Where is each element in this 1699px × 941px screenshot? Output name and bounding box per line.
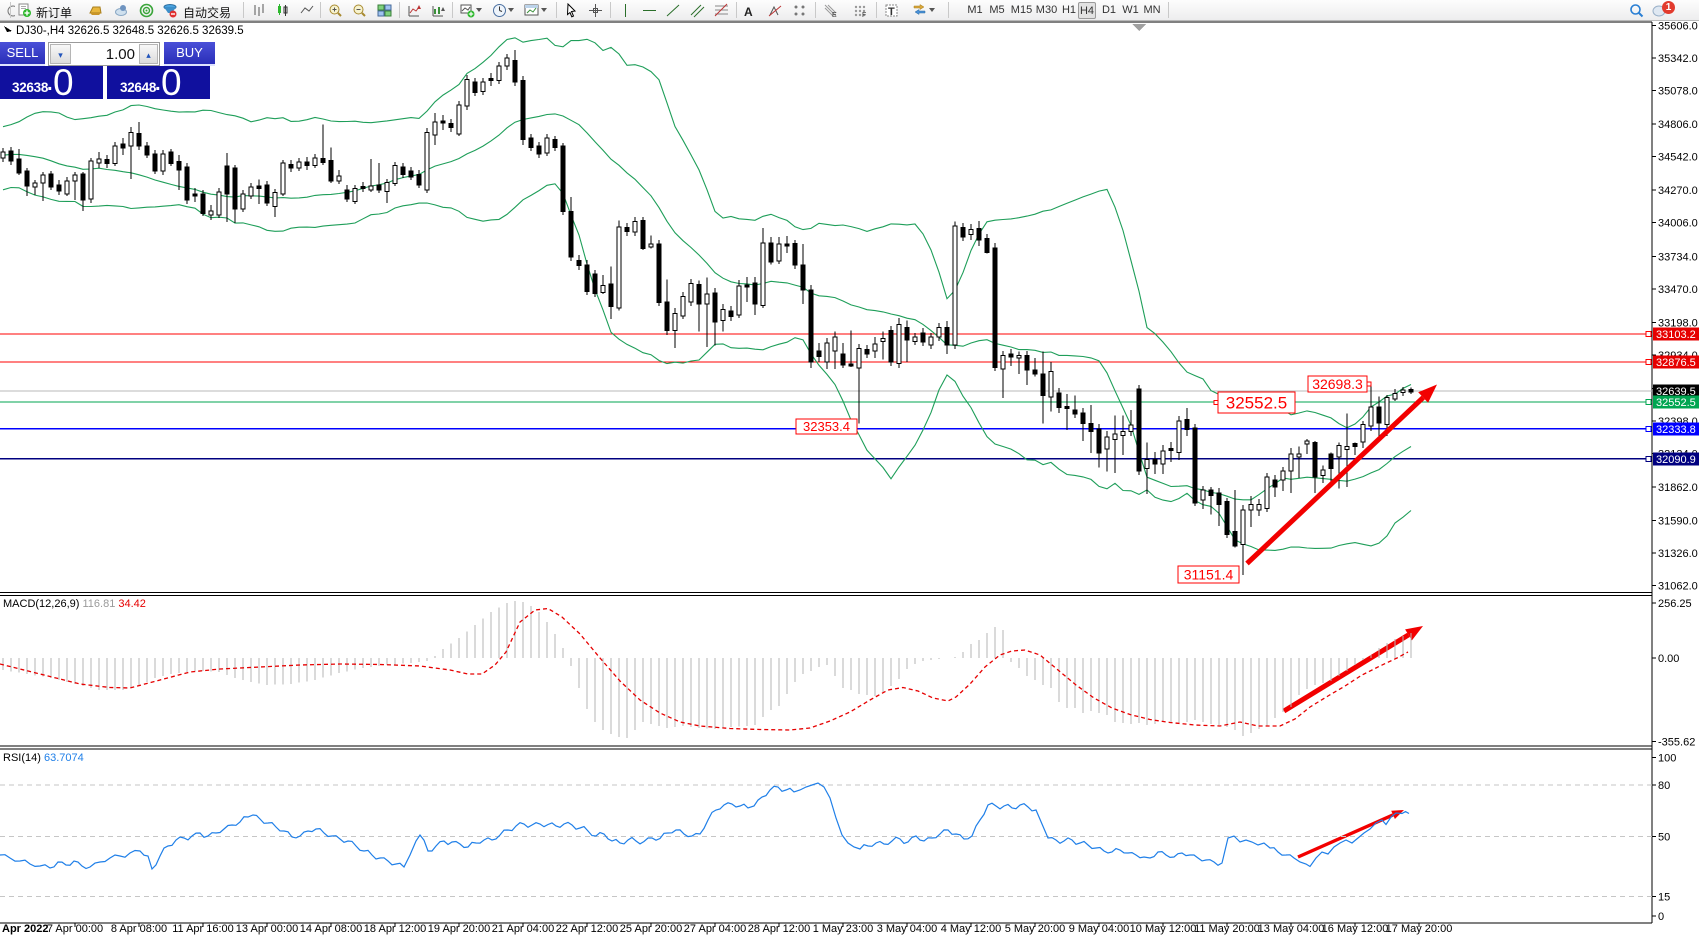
svg-text:DJ30-,H4 32626.5 32648.5 3262: DJ30-,H4 32626.5 32648.5 32626.5 32639.5	[16, 25, 244, 37]
svg-text:15: 15	[1658, 892, 1670, 904]
svg-text:32353.4: 32353.4	[803, 419, 850, 434]
svg-text:34006.0: 34006.0	[1658, 218, 1698, 230]
svg-text:-355.62: -355.62	[1658, 737, 1695, 749]
svg-text:14 Apr 08:00: 14 Apr 08:00	[300, 923, 362, 935]
svg-text:256.25: 256.25	[1658, 598, 1692, 610]
svg-text:35606.0: 35606.0	[1658, 21, 1698, 33]
svg-text:19 Apr 20:00: 19 Apr 20:00	[428, 923, 490, 935]
svg-text:25 Apr 20:00: 25 Apr 20:00	[620, 923, 682, 935]
svg-text:13 May 04:00: 13 May 04:00	[1258, 923, 1325, 935]
svg-text:32698.3: 32698.3	[1312, 376, 1363, 392]
svg-text:31062.0: 31062.0	[1658, 581, 1698, 593]
svg-text:MACD(12,26,9) 116.81 34.42: MACD(12,26,9) 116.81 34.42	[3, 598, 146, 610]
svg-text:34270.0: 34270.0	[1658, 185, 1698, 197]
svg-text:35078.0: 35078.0	[1658, 86, 1698, 98]
svg-text:27 Apr 04:00: 27 Apr 04:00	[684, 923, 746, 935]
svg-text:13 Apr 00:00: 13 Apr 00:00	[236, 923, 298, 935]
svg-text:3 May 04:00: 3 May 04:00	[877, 923, 938, 935]
svg-text:31862.0: 31862.0	[1658, 482, 1698, 494]
svg-text:4 May 12:00: 4 May 12:00	[941, 923, 1002, 935]
svg-text:F: F	[862, 12, 866, 18]
svg-text:T: T	[888, 6, 895, 18]
svg-text:11 May 20:00: 11 May 20:00	[1194, 923, 1260, 935]
svg-text:33734.0: 33734.0	[1658, 251, 1698, 263]
svg-text:32552.5: 32552.5	[1656, 397, 1696, 409]
svg-text:Apr 2022: Apr 2022	[2, 923, 48, 935]
svg-text:0.00: 0.00	[1658, 653, 1679, 665]
svg-text:31326.0: 31326.0	[1658, 548, 1698, 560]
svg-text:34542.0: 34542.0	[1658, 152, 1698, 164]
svg-text:1 May 23:00: 1 May 23:00	[813, 923, 874, 935]
svg-text:31151.4: 31151.4	[1184, 567, 1234, 583]
svg-text:32552.5: 32552.5	[1226, 394, 1287, 413]
svg-text:50: 50	[1658, 832, 1670, 844]
svg-text:33103.2: 33103.2	[1656, 329, 1696, 341]
svg-text:28 Apr 12:00: 28 Apr 12:00	[748, 923, 810, 935]
svg-text:32876.5: 32876.5	[1656, 357, 1696, 369]
svg-text:11 Apr 16:00: 11 Apr 16:00	[172, 923, 234, 935]
svg-text:100: 100	[1658, 753, 1676, 765]
svg-text:16 May 12:00: 16 May 12:00	[1322, 923, 1389, 935]
svg-text:9 May 04:00: 9 May 04:00	[1069, 923, 1130, 935]
svg-text:18 Apr 12:00: 18 Apr 12:00	[364, 923, 426, 935]
svg-text:10 May 12:00: 10 May 12:00	[1130, 923, 1197, 935]
svg-text:E: E	[832, 12, 837, 18]
svg-text:21 Apr 04:00: 21 Apr 04:00	[492, 923, 554, 935]
svg-text:32639.5: 32639.5	[1656, 386, 1696, 398]
svg-text:34806.0: 34806.0	[1658, 119, 1698, 131]
svg-text:80: 80	[1658, 780, 1670, 792]
svg-text:0: 0	[1658, 911, 1664, 923]
svg-text:33198.0: 33198.0	[1658, 317, 1698, 329]
svg-text:32333.8: 32333.8	[1656, 424, 1696, 436]
svg-text:32090.9: 32090.9	[1656, 454, 1696, 466]
svg-text:22 Apr 12:00: 22 Apr 12:00	[556, 923, 618, 935]
svg-text:7 Apr 00:00: 7 Apr 00:00	[47, 923, 103, 935]
svg-text:35342.0: 35342.0	[1658, 53, 1698, 65]
svg-text:5 May 20:00: 5 May 20:00	[1005, 923, 1066, 935]
svg-text:RSI(14) 63.7074: RSI(14) 63.7074	[3, 752, 84, 764]
svg-text:17 May 20:00: 17 May 20:00	[1386, 923, 1453, 935]
svg-text:33470.0: 33470.0	[1658, 284, 1698, 296]
svg-text:31590.0: 31590.0	[1658, 516, 1698, 528]
svg-text:8 Apr 08:00: 8 Apr 08:00	[111, 923, 167, 935]
